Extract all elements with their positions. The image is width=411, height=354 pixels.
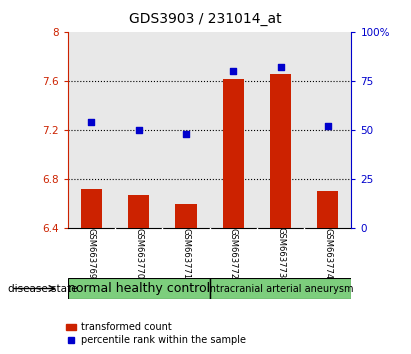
Bar (175, 204, 196, 228)
Text: GSM663772: GSM663772 (229, 228, 238, 279)
Text: GSM663771: GSM663771 (182, 228, 190, 279)
Text: GSM663773: GSM663773 (276, 228, 285, 279)
Point (325, 123, 331, 129)
Bar (317, 192, 338, 228)
Text: disease state: disease state (8, 284, 78, 293)
Bar (68, 278, 210, 299)
Bar (223, 79, 244, 228)
Text: GSM663769: GSM663769 (87, 228, 96, 279)
Text: GSM663774: GSM663774 (323, 228, 332, 279)
Point (182, 131, 189, 137)
Bar (210, 278, 351, 299)
Bar (128, 195, 149, 228)
Text: GDS3903 / 231014_at: GDS3903 / 231014_at (129, 12, 282, 27)
Point (277, 64, 284, 70)
Text: GSM663770: GSM663770 (134, 228, 143, 279)
Legend: transformed count, percentile rank within the sample: transformed count, percentile rank withi… (62, 319, 250, 349)
Point (88, 119, 95, 125)
Bar (270, 74, 291, 228)
Point (230, 68, 237, 74)
Text: normal healthy control: normal healthy control (68, 282, 210, 295)
Text: intracranial arterial aneurysm: intracranial arterial aneurysm (207, 284, 354, 293)
Bar (81, 189, 102, 228)
Point (136, 127, 142, 133)
